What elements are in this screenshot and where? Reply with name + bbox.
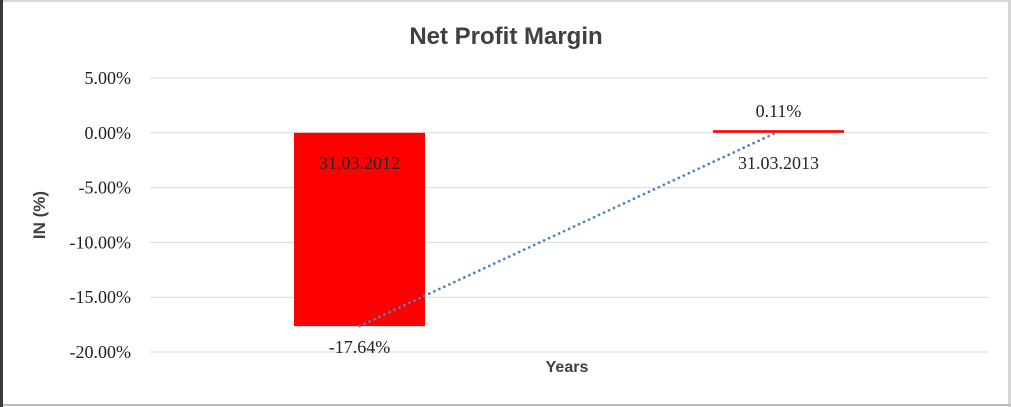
bar-value-label: 0.11% [756, 101, 802, 121]
y-tick-label: -15.00% [70, 287, 132, 307]
x-axis-title: Years [545, 359, 589, 376]
y-tick-label: -10.00% [70, 232, 132, 252]
y-tick-label: -20.00% [70, 342, 132, 362]
frame-border-top [0, 0, 1011, 2]
bar-31.03.2013 [713, 130, 844, 133]
y-tick-label: -5.00% [79, 178, 132, 198]
frame-border-left [0, 0, 3, 407]
trendline [358, 130, 780, 328]
chart-title: Net Profit Margin [409, 23, 603, 50]
y-axis-title: IN (%) [30, 190, 49, 240]
bar-value-label: -17.64% [329, 337, 391, 357]
category-label: 31.03.2012 [319, 153, 400, 173]
y-tick-label: 5.00% [85, 68, 132, 88]
category-label: 31.03.2013 [738, 153, 819, 173]
frame-border-right [1008, 0, 1011, 407]
bar-31.03.2012 [294, 132, 425, 327]
frame-border-bottom [0, 404, 1011, 406]
y-tick-label: 0.00% [85, 123, 132, 143]
